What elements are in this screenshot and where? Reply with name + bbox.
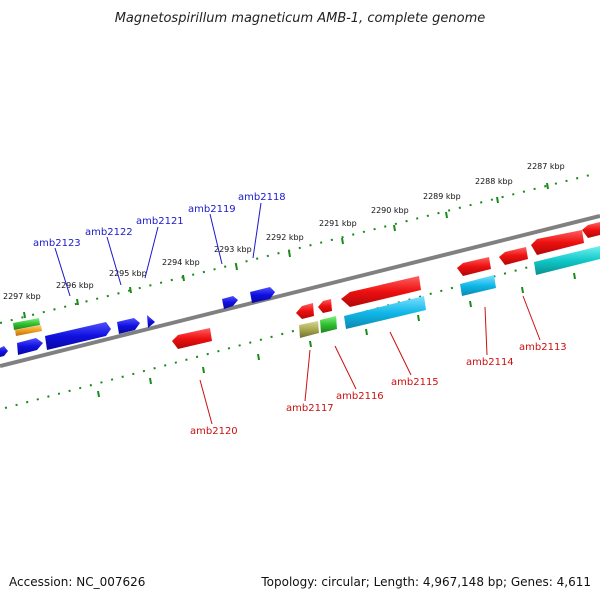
gene-label-amb2121[interactable]: amb2121 <box>136 216 184 227</box>
gene-feature <box>17 338 43 355</box>
scale-label: 2287 kbp <box>527 162 565 171</box>
gene-label-amb2117[interactable]: amb2117 <box>286 403 334 414</box>
gene-feature <box>534 246 600 275</box>
scale-label: 2288 kbp <box>475 177 513 186</box>
gene-label-amb2115[interactable]: amb2115 <box>391 377 439 388</box>
gene-label-amb2118[interactable]: amb2118 <box>238 192 286 203</box>
gene-feature <box>296 303 314 319</box>
gene-feature <box>0 346 8 357</box>
scale-label: 2294 kbp <box>162 258 200 267</box>
map-title: Magnetospirillum magneticum AMB-1, compl… <box>115 11 486 26</box>
gene-leader-lines-top <box>54 202 262 297</box>
gene-feature <box>499 247 528 265</box>
topology-text: Topology: circular; Length: 4,967,148 bp… <box>260 575 591 589</box>
scale-labels: 2297 kbp 2296 kbp 2295 kbp 2294 kbp 2293… <box>3 162 565 301</box>
accession-text: Accession: NC_007626 <box>9 575 145 589</box>
gene-feature <box>45 322 111 350</box>
gene-feature <box>457 257 491 276</box>
scale-label: 2291 kbp <box>319 219 357 228</box>
gene-label-amb2122[interactable]: amb2122 <box>85 227 133 238</box>
gene-label-amb2123[interactable]: amb2123 <box>33 238 81 249</box>
gene-feature <box>341 276 421 307</box>
gene-feature <box>344 296 426 329</box>
gene-feature <box>222 296 238 309</box>
scale-label: 2290 kbp <box>371 206 409 215</box>
gene-features <box>0 222 600 357</box>
scale-label: 2292 kbp <box>266 233 304 242</box>
gene-label-amb2113[interactable]: amb2113 <box>519 342 567 353</box>
scale-label: 2297 kbp <box>3 292 41 301</box>
gene-feature <box>117 318 140 334</box>
gene-feature <box>147 315 155 328</box>
gene-feature <box>531 230 584 255</box>
genome-backbone <box>0 214 600 368</box>
gene-feature <box>172 328 212 349</box>
gene-labels-top: amb2123 amb2122 amb2121 amb2119 amb2118 <box>33 192 286 249</box>
scale-track-upper <box>0 174 591 324</box>
gene-feature <box>320 316 337 333</box>
gene-leader-lines-bottom <box>199 295 541 425</box>
scale-label: 2293 kbp <box>214 245 252 254</box>
gene-feature <box>299 321 319 338</box>
gene-label-amb2119[interactable]: amb2119 <box>188 204 236 215</box>
scale-label: 2296 kbp <box>56 281 94 290</box>
gene-feature <box>250 287 275 303</box>
scale-label: 2289 kbp <box>423 192 461 201</box>
gene-feature <box>13 318 40 330</box>
gene-label-amb2114[interactable]: amb2114 <box>466 357 514 368</box>
scale-label: 2295 kbp <box>109 269 147 278</box>
gene-labels-bottom: amb2120 amb2117 amb2116 amb2115 amb2114 … <box>190 342 567 437</box>
scale-ticks <box>23 182 576 398</box>
gene-feature <box>318 299 332 313</box>
gene-feature <box>460 275 496 296</box>
gene-feature <box>582 222 600 238</box>
gene-label-amb2116[interactable]: amb2116 <box>336 391 384 402</box>
gene-label-amb2120[interactable]: amb2120 <box>190 426 238 437</box>
gene-feature <box>15 325 42 336</box>
